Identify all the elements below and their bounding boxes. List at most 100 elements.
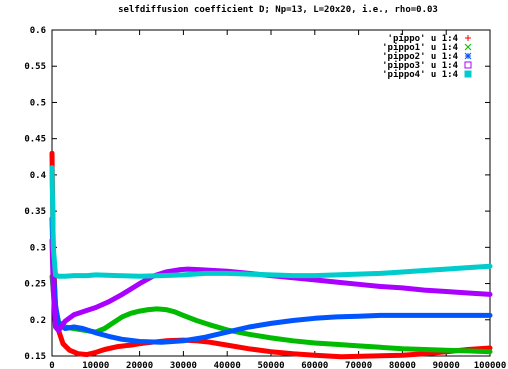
data-point (313, 317, 316, 320)
data-point (379, 285, 382, 288)
data-point (401, 347, 404, 350)
data-point (335, 343, 338, 346)
series-line (49, 237, 493, 334)
data-point (466, 314, 470, 317)
y-tick-label: 0.5 (30, 98, 46, 108)
data-point (195, 319, 198, 322)
data-point (120, 293, 124, 296)
series-3 (49, 237, 493, 334)
data-point (269, 336, 273, 340)
series-2 (49, 215, 493, 345)
data-point (103, 348, 106, 351)
data-point (313, 278, 316, 282)
data-point (445, 267, 448, 271)
data-point (488, 293, 492, 296)
data-point (379, 346, 382, 349)
data-point (247, 333, 251, 336)
data-point (177, 268, 181, 271)
data-point (52, 246, 55, 249)
data-point (226, 272, 229, 275)
data-point (445, 314, 448, 317)
data-point (269, 350, 273, 353)
data-point (423, 288, 426, 292)
data-point (423, 348, 426, 351)
data-point (182, 339, 185, 342)
data-point (247, 272, 251, 276)
data-point (445, 349, 448, 352)
legend: 'pippo' u 1:4'pippo1' u 1:4'pippo2' u 1:… (382, 33, 472, 80)
legend-label: 'pippo1' u 1:4 (382, 42, 458, 53)
data-point (466, 266, 470, 269)
data-point (160, 341, 163, 344)
y-tick-label: 0.3 (30, 243, 46, 253)
chart-title: selfdiffusion coefficient D; Np=13, L=20… (118, 4, 438, 15)
data-point (120, 338, 124, 341)
data-point (164, 270, 168, 274)
series-4 (49, 165, 493, 279)
data-point (247, 325, 251, 329)
data-point (445, 290, 448, 293)
data-point (50, 166, 54, 169)
legend-marker (464, 61, 472, 69)
data-point (326, 354, 330, 358)
data-point (208, 341, 211, 344)
data-point (138, 282, 141, 285)
series-line (49, 165, 493, 279)
data-point (208, 323, 211, 327)
series-0 (49, 150, 493, 360)
x-tick-label: 80000 (389, 361, 416, 369)
data-point (186, 267, 189, 271)
x-tick-label: 100000 (474, 361, 507, 369)
y-tick-label: 0.2 (30, 316, 46, 326)
data-point (138, 275, 141, 278)
data-point (72, 325, 76, 329)
data-point (226, 343, 229, 347)
data-point (247, 347, 251, 350)
data-point (379, 314, 382, 317)
data-point (112, 321, 115, 324)
legend-label: 'pippo4' u 1:4 (382, 69, 458, 80)
data-point (488, 264, 492, 268)
legend-label: 'pippo3' u 1:4 (382, 60, 458, 71)
data-point (291, 319, 295, 322)
data-point (357, 272, 360, 276)
legend-label: 'pippo2' u 1:4 (382, 51, 458, 62)
data-point (94, 331, 98, 335)
data-point (57, 322, 60, 325)
data-point (357, 283, 360, 286)
data-point (85, 309, 89, 312)
legend-marker (464, 52, 472, 60)
data-point (61, 342, 65, 345)
data-point (164, 308, 168, 311)
legend-marker (465, 35, 471, 41)
data-point (313, 274, 316, 277)
y-tick-label: 0.15 (24, 352, 46, 362)
data-point (291, 339, 295, 342)
x-tick-label: 60000 (301, 361, 328, 369)
data-point (182, 314, 185, 317)
x-tick-label: 50000 (257, 361, 284, 369)
data-point (63, 327, 67, 330)
data-point (107, 300, 111, 303)
data-point (173, 310, 176, 314)
legend-marker (464, 70, 472, 78)
data-point (116, 274, 119, 277)
data-point (63, 275, 67, 278)
data-point (52, 289, 55, 292)
data-point (335, 273, 338, 277)
data-point (120, 315, 124, 319)
data-point (50, 151, 54, 155)
data-point (138, 340, 141, 343)
data-point (204, 335, 207, 339)
data-point (57, 275, 60, 278)
data-point (72, 313, 76, 316)
data-point (85, 353, 89, 356)
y-tick-label: 0.4 (30, 171, 47, 181)
legend-label: 'pippo' u 1:4 (388, 33, 459, 44)
data-point (199, 268, 203, 271)
data-point (423, 352, 426, 356)
data-point (488, 346, 492, 350)
data-point (94, 306, 98, 309)
data-point (129, 312, 133, 315)
